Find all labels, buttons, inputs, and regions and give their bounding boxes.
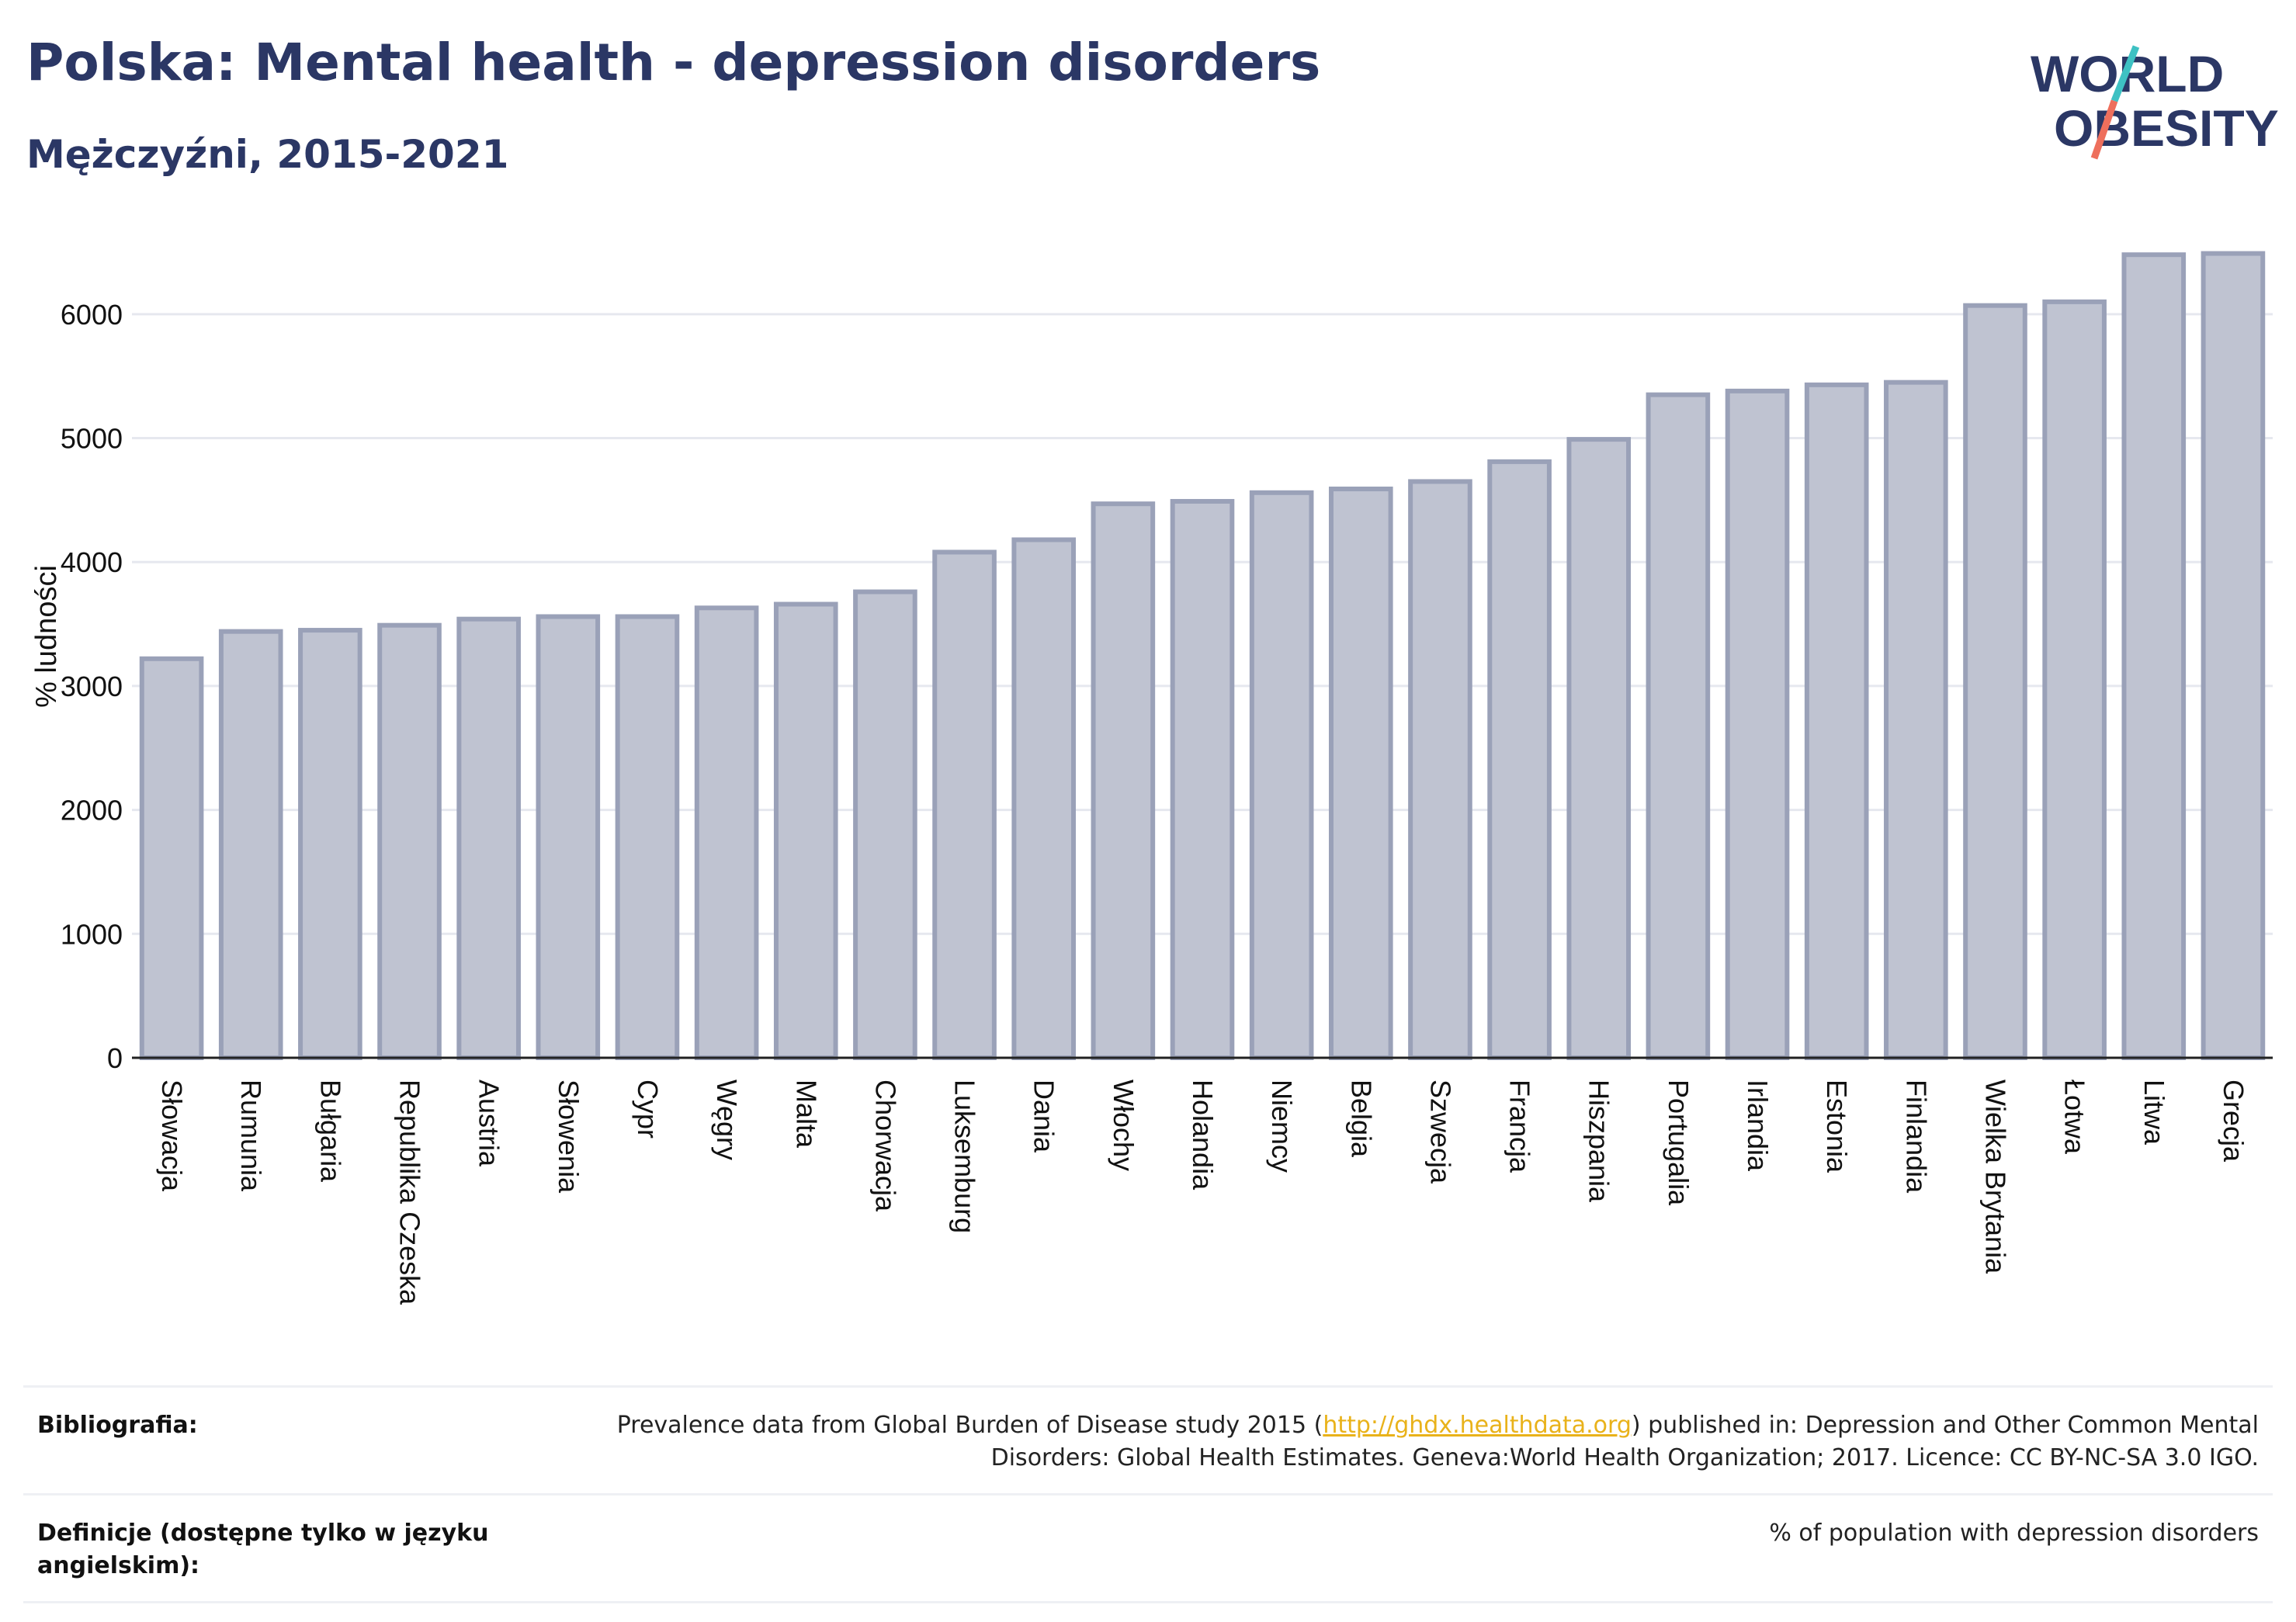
- x-tick-label: Cypr: [632, 1080, 664, 1139]
- x-tick-label: Łotwa: [2059, 1080, 2091, 1155]
- bar: [1408, 479, 1472, 1060]
- bar: [694, 605, 759, 1060]
- x-tick-label: Niemcy: [1266, 1080, 1298, 1173]
- logo-slash-teal: [2110, 45, 2140, 102]
- x-tick-label: Włochy: [1108, 1080, 1139, 1171]
- x-tick-label: Finlandia: [1900, 1080, 1932, 1194]
- x-tick-label: Dania: [1028, 1080, 1060, 1153]
- bar: [1725, 388, 1790, 1060]
- definitions-label: Definicje (dostępne tylko w języku angie…: [37, 1520, 489, 1579]
- page-subtitle: Mężczyźni, 2015-2021: [26, 132, 509, 177]
- x-tick-label: Estonia: [1821, 1080, 1853, 1173]
- bar: [1963, 303, 2027, 1061]
- bar: [1170, 498, 1235, 1060]
- bar: [1249, 490, 1314, 1060]
- x-tick-label: Rumunia: [235, 1080, 267, 1192]
- world-obesity-logo: WORLD OBESITY: [2031, 45, 2279, 160]
- bar: [377, 622, 442, 1060]
- x-tick-label: Holandia: [1187, 1080, 1219, 1191]
- bar: [2042, 299, 2107, 1060]
- x-tick-label: Austria: [473, 1080, 505, 1167]
- bar: [2201, 251, 2266, 1060]
- source-link[interactable]: http://ghdx.healthdata.org: [1323, 1412, 1632, 1439]
- footer-table: Bibliografia: Prevalence data from Globa…: [23, 1385, 2273, 1603]
- x-tick-label: Luksemburg: [949, 1080, 981, 1233]
- bibliography-text: Prevalence data from Global Burden of Di…: [551, 1409, 2259, 1475]
- bar: [1487, 459, 1552, 1060]
- definitions-text: % of population with depression disorder…: [1769, 1520, 2259, 1547]
- x-tick-label: Irlandia: [1742, 1080, 1774, 1172]
- y-axis-label: % ludności: [30, 565, 63, 708]
- y-tick-label: 5000: [61, 423, 123, 455]
- y-tick-label: 1000: [61, 918, 123, 950]
- x-tick-label: Francja: [1504, 1080, 1536, 1173]
- bar: [1884, 380, 1948, 1060]
- bar: [1011, 537, 1077, 1060]
- x-tick-label: Malta: [790, 1080, 822, 1149]
- bar: [932, 549, 997, 1060]
- axis-layer: 0 1000 2000 3000 4000 5000 6000 Słowacja Rumunia…: [61, 299, 2273, 1305]
- page-title: Polska: Mental health - depression disor…: [26, 33, 1321, 92]
- bar: [139, 656, 204, 1060]
- bar: [2121, 252, 2187, 1060]
- bar: [456, 616, 521, 1060]
- x-tick-label: Szwecja: [1424, 1080, 1456, 1184]
- bar: [1804, 382, 1869, 1060]
- y-tick-label: 3000: [61, 671, 123, 702]
- bar: [853, 589, 917, 1060]
- bibliography-label: Bibliografia:: [37, 1412, 198, 1439]
- y-tick-label: 0: [107, 1042, 123, 1074]
- bar: [1091, 501, 1156, 1060]
- x-tick-label: Bułgaria: [314, 1080, 346, 1183]
- bars-layer: [139, 251, 2266, 1061]
- x-tick-label: Słowenia: [553, 1080, 584, 1194]
- bar: [773, 601, 838, 1060]
- x-tick-label: Litwa: [2138, 1080, 2170, 1145]
- bibliography-text-post: ) published in: Depression and Other Com…: [990, 1412, 2259, 1471]
- x-tick-label: Węgry: [711, 1080, 743, 1160]
- footer-row-definitions: Definicje (dostępne tylko w języku angie…: [23, 1493, 2273, 1603]
- bar: [536, 614, 601, 1060]
- bar: [1566, 437, 1632, 1060]
- x-tick-label: Hiszpania: [1583, 1080, 1615, 1203]
- bar: [1328, 487, 1393, 1060]
- x-tick-label: Chorwacja: [869, 1080, 901, 1212]
- x-tick-label: Grecja: [2218, 1080, 2249, 1163]
- y-tick-label: 2000: [61, 795, 123, 827]
- y-tick-label: 6000: [61, 299, 123, 331]
- x-tick-label: Portugalia: [1663, 1080, 1694, 1206]
- x-tick-label: Republika Czeska: [394, 1080, 426, 1305]
- x-tick-label: Wielka Brytania: [1979, 1080, 2011, 1274]
- bar: [1646, 392, 1711, 1060]
- logo-text-obesity: OBESITY: [2054, 99, 2279, 157]
- bibliography-text-pre: Prevalence data from Global Burden of Di…: [616, 1412, 1323, 1439]
- bar: [218, 629, 283, 1060]
- x-tick-label: Belgia: [1345, 1080, 1377, 1158]
- bar: [298, 628, 362, 1060]
- x-tick-label: Słowacja: [156, 1080, 188, 1192]
- bar: [615, 614, 680, 1060]
- bar-chart: 0 1000 2000 3000 4000 5000 6000 Słowacja Rumunia…: [30, 251, 2273, 1305]
- logo-slash-coral: [2090, 99, 2118, 160]
- y-tick-label: 4000: [61, 546, 123, 578]
- footer-row-bibliography: Bibliografia: Prevalence data from Globa…: [23, 1385, 2273, 1493]
